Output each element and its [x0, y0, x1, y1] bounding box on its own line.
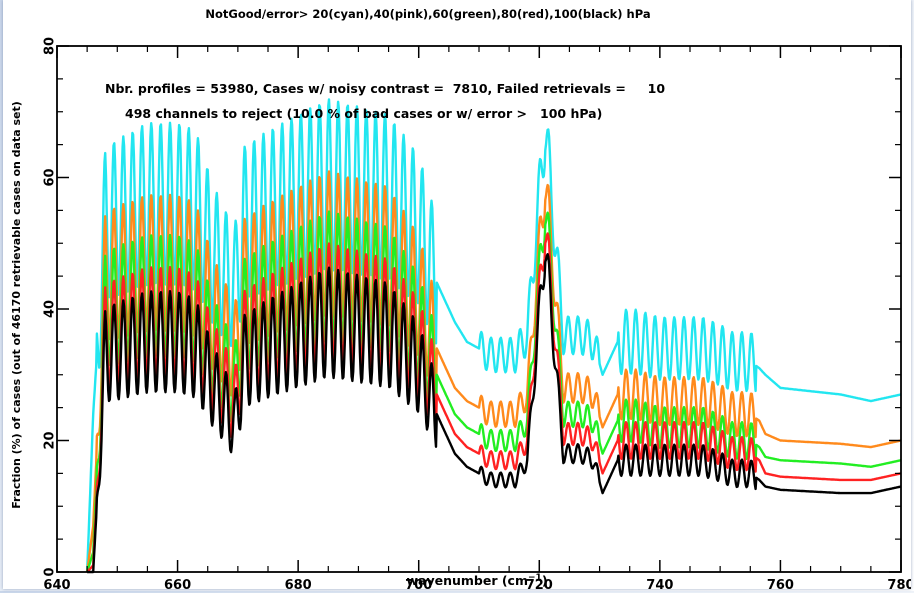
y-tick-label: 20 — [43, 431, 58, 449]
x-tick-label: 680 — [285, 578, 312, 589]
series-line-0 — [85, 98, 902, 573]
series-line-4 — [86, 253, 902, 574]
y-tick-label: 0 — [43, 567, 58, 576]
y-tick-label: 40 — [43, 300, 58, 318]
x-axis-label-close: ) — [542, 573, 548, 588]
y-axis-label: Fraction (%) of cases (out of 46170 retr… — [10, 101, 23, 509]
x-tick-label: 640 — [43, 578, 70, 589]
x-tick-label: 740 — [646, 578, 673, 589]
chart: NotGood/error> 20(cyan),40(pink),60(gree… — [10, 7, 914, 593]
x-tick-label: 760 — [767, 578, 794, 589]
x-axis-label-text: wavenumber (cm — [406, 573, 528, 588]
chart-title: NotGood/error> 20(cyan),40(pink),60(gree… — [205, 7, 650, 21]
x-tick-label: 780 — [887, 578, 911, 589]
x-axis-label-superscript: −1 — [528, 573, 542, 583]
y-tick-label: 60 — [43, 168, 58, 186]
annotation-line-2: 498 channels to reject (10.0 % of bad ca… — [125, 106, 602, 121]
chart-frame: NotGood/error> 20(cyan),40(pink),60(gree… — [3, 0, 914, 593]
series-layer — [85, 98, 902, 574]
y-tick-label: 80 — [43, 37, 58, 55]
x-tick-label: 660 — [164, 578, 191, 589]
x-axis-label: wavenumber (cm−1) — [406, 573, 547, 588]
annotation-line-1: Nbr. profiles = 53980, Cases w/ noisy co… — [105, 81, 665, 96]
